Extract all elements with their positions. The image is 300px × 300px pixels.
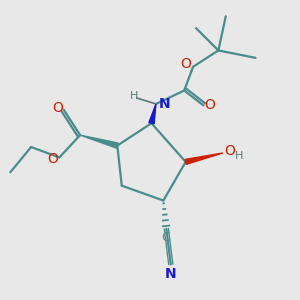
Text: H: H bbox=[235, 151, 243, 161]
Text: H: H bbox=[130, 91, 138, 101]
Text: O: O bbox=[180, 57, 191, 71]
Text: O: O bbox=[47, 152, 58, 166]
Text: N: N bbox=[165, 267, 177, 281]
Text: C: C bbox=[161, 231, 170, 244]
Polygon shape bbox=[149, 104, 156, 124]
Text: O: O bbox=[205, 98, 215, 112]
Polygon shape bbox=[80, 135, 118, 148]
Text: N: N bbox=[158, 97, 170, 111]
Text: O: O bbox=[224, 145, 235, 158]
Polygon shape bbox=[185, 153, 223, 164]
Text: O: O bbox=[52, 101, 63, 116]
